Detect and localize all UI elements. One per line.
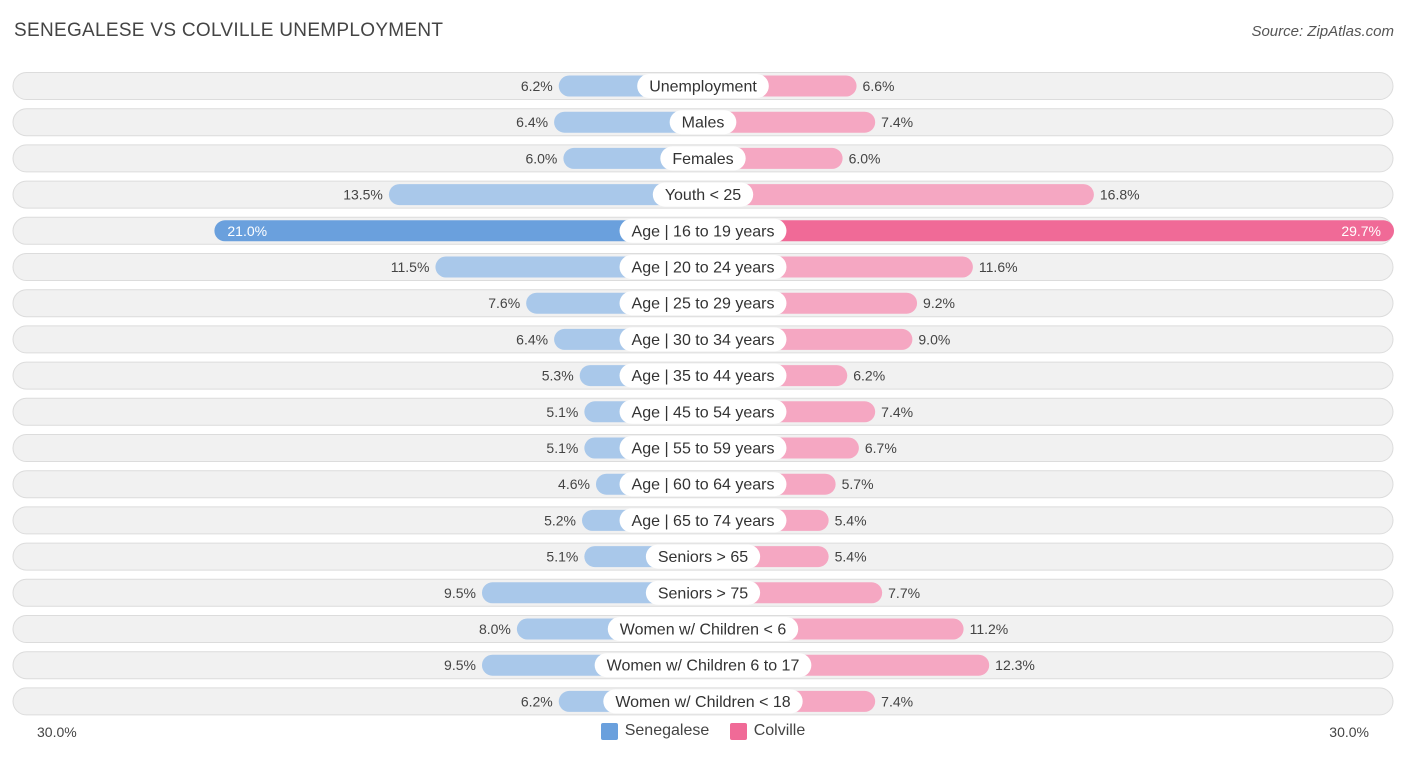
value-label-colville-women-w-children-18: 7.4% bbox=[881, 693, 913, 709]
value-label-senegalese-females: 6.0% bbox=[525, 150, 557, 166]
value-label-colville-age-20-to-24-years: 11.6% bbox=[979, 259, 1018, 275]
bar-colville-youth-25 bbox=[703, 184, 1094, 206]
category-pill-unemployment bbox=[637, 74, 769, 98]
legend-item-senegalese[interactable]: Senegalese bbox=[600, 722, 710, 740]
value-label-colville-females: 6.0% bbox=[849, 150, 881, 166]
category-pill-females bbox=[660, 146, 746, 171]
category-pill-women-w-children-6 bbox=[607, 617, 799, 641]
category-pill-age-20-to-24-years bbox=[619, 255, 787, 279]
category-pill-age-30-to-34-years bbox=[619, 327, 787, 352]
category-label-unemployment: Unemployment bbox=[649, 79, 757, 96]
value-label-senegalese-women-w-children-6-to-17: 9.5% bbox=[444, 657, 476, 673]
value-label-colville-seniors-75: 7.7% bbox=[888, 585, 920, 601]
category-pill-males bbox=[669, 110, 737, 135]
value-label-colville-age-45-to-54-years: 7.4% bbox=[881, 404, 913, 420]
value-label-colville-women-w-children-6: 11.2% bbox=[970, 621, 1009, 637]
category-pill-youth-25 bbox=[652, 182, 754, 207]
value-label-senegalese-age-35-to-44-years: 5.3% bbox=[542, 368, 574, 384]
legend-item-colville[interactable]: Colville bbox=[729, 722, 806, 740]
value-label-senegalese-youth-25: 13.5% bbox=[343, 187, 383, 203]
value-label-colville-age-25-to-29-years: 9.2% bbox=[923, 295, 955, 311]
value-label-senegalese-age-55-to-59-years: 5.1% bbox=[546, 440, 578, 456]
category-label-seniors-75: Seniors > 75 bbox=[658, 585, 748, 602]
category-pill-seniors-75 bbox=[645, 580, 761, 605]
category-pill-age-65-to-74-years bbox=[619, 508, 787, 533]
category-label-women-w-children-18: Women w/ Children < 18 bbox=[615, 694, 790, 711]
value-label-senegalese-women-w-children-6: 8.0% bbox=[479, 621, 511, 637]
value-label-colville-women-w-children-6-to-17: 12.3% bbox=[995, 657, 1035, 673]
axis-left-label: 30.0% bbox=[37, 724, 77, 740]
bar-senegalese-males bbox=[554, 111, 703, 133]
value-label-colville-age-30-to-34-years: 9.0% bbox=[918, 331, 950, 347]
value-label-senegalese-age-45-to-54-years: 5.1% bbox=[546, 404, 578, 420]
value-label-senegalese-males: 6.4% bbox=[516, 114, 548, 130]
category-pill-age-25-to-29-years bbox=[619, 291, 787, 316]
value-label-colville-age-65-to-74-years: 5.4% bbox=[835, 512, 867, 528]
value-label-senegalese-age-20-to-24-years: 11.5% bbox=[391, 259, 430, 275]
legend-swatch-senegalese bbox=[600, 722, 618, 740]
value-label-senegalese-women-w-children-18: 6.2% bbox=[521, 693, 553, 709]
value-label-senegalese-age-65-to-74-years: 5.2% bbox=[544, 512, 576, 528]
bar-senegalese-youth-25 bbox=[388, 184, 703, 206]
value-label-senegalese-age-60-to-64-years: 4.6% bbox=[558, 476, 590, 492]
category-pill-seniors-65 bbox=[645, 544, 761, 569]
category-label-age-55-to-59-years: Age | 55 to 59 years bbox=[632, 441, 775, 458]
value-label-senegalese-seniors-75: 9.5% bbox=[444, 585, 476, 601]
chart-title: Senegalese vs Colville Unemployment bbox=[14, 20, 444, 41]
value-label-colville-males: 7.4% bbox=[881, 114, 913, 130]
legend-label-senegalese: Senegalese bbox=[624, 722, 710, 739]
value-label-colville-age-60-to-64-years: 5.7% bbox=[842, 476, 874, 492]
value-label-colville-seniors-65: 5.4% bbox=[835, 549, 867, 565]
value-label-colville-unemployment: 6.6% bbox=[863, 78, 895, 94]
chart-source: Source: ZipAtlas.com bbox=[1251, 23, 1394, 40]
bar-colville-males bbox=[703, 111, 876, 133]
category-label-women-w-children-6-to-17: Women w/ Children 6 to 17 bbox=[607, 658, 800, 675]
legend-label-colville: Colville bbox=[753, 722, 806, 739]
category-pill-age-35-to-44-years bbox=[619, 363, 787, 388]
category-label-females: Females bbox=[672, 151, 733, 168]
legend: Senegalese Colville bbox=[0, 722, 1406, 745]
value-label-colville-age-16-to-19-years: 29.7% bbox=[1341, 223, 1381, 239]
category-label-age-30-to-34-years: Age | 30 to 34 years bbox=[632, 332, 775, 349]
category-label-youth-25: Youth < 25 bbox=[665, 187, 741, 204]
category-pill-age-16-to-19-years bbox=[619, 218, 787, 243]
category-label-seniors-65: Seniors > 65 bbox=[658, 549, 748, 566]
category-pill-women-w-children-6-to-17 bbox=[594, 653, 812, 678]
category-label-age-35-to-44-years: Age | 35 to 44 years bbox=[632, 368, 775, 385]
category-pill-age-55-to-59-years bbox=[619, 436, 787, 460]
bar-senegalese-age-16-to-19-years bbox=[214, 220, 703, 242]
category-label-age-45-to-54-years: Age | 45 to 54 years bbox=[632, 404, 775, 421]
value-label-senegalese-age-25-to-29-years: 7.6% bbox=[488, 295, 520, 311]
legend-swatch-colville bbox=[729, 722, 747, 740]
category-label-age-16-to-19-years: Age | 16 to 19 years bbox=[632, 223, 775, 240]
category-pill-age-60-to-64-years bbox=[619, 472, 787, 497]
value-label-senegalese-unemployment: 6.2% bbox=[521, 78, 553, 94]
category-label-age-65-to-74-years: Age | 65 to 74 years bbox=[632, 513, 775, 530]
value-label-senegalese-age-16-to-19-years: 21.0% bbox=[227, 223, 267, 239]
value-label-colville-age-35-to-44-years: 6.2% bbox=[853, 368, 885, 384]
category-label-women-w-children-6: Women w/ Children < 6 bbox=[620, 622, 787, 639]
category-label-age-25-to-29-years: Age | 25 to 29 years bbox=[632, 296, 775, 313]
value-label-colville-age-55-to-59-years: 6.7% bbox=[865, 440, 897, 456]
bar-colville-age-16-to-19-years bbox=[703, 220, 1395, 242]
value-label-colville-youth-25: 16.8% bbox=[1100, 187, 1140, 203]
category-label-age-60-to-64-years: Age | 60 to 64 years bbox=[632, 477, 775, 494]
category-pill-age-45-to-54-years bbox=[619, 399, 787, 424]
category-pill-women-w-children-18 bbox=[603, 689, 803, 714]
category-label-males: Males bbox=[682, 115, 725, 132]
axis-right-label: 30.0% bbox=[1329, 724, 1369, 740]
value-label-senegalese-age-30-to-34-years: 6.4% bbox=[516, 331, 548, 347]
value-label-senegalese-seniors-65: 5.1% bbox=[546, 549, 578, 565]
category-label-age-20-to-24-years: Age | 20 to 24 years bbox=[632, 260, 775, 277]
